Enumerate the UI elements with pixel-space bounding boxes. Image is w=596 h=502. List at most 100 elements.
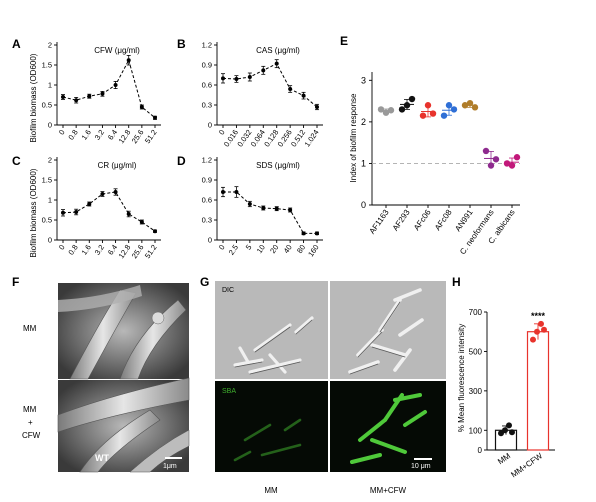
y-tick-label: 100 bbox=[469, 426, 483, 435]
chart-title: CAS (μg/ml) bbox=[256, 46, 300, 55]
x-tick-label: AFc08 bbox=[433, 208, 454, 233]
data-point bbox=[234, 77, 239, 81]
x-tick-label: 0.8 bbox=[66, 128, 79, 142]
chart-cas: 00.30.60.91.200.0160.0320.0640.1280.2560… bbox=[202, 41, 323, 149]
series-line bbox=[62, 58, 156, 119]
x-tick-label: AFc06 bbox=[412, 208, 433, 233]
chart-title: CR (μg/ml) bbox=[98, 161, 137, 170]
data-point bbox=[461, 102, 469, 109]
y-tick-label: 700 bbox=[469, 308, 483, 317]
chart-title: SDS (μg/ml) bbox=[256, 161, 300, 170]
x-tick-label: 80 bbox=[295, 243, 307, 255]
x-tick-label: 0 bbox=[217, 128, 227, 137]
y-tick-label: 500 bbox=[469, 347, 483, 356]
data-point bbox=[482, 147, 490, 155]
data-point bbox=[139, 105, 144, 109]
g-col-label-mm: MM bbox=[264, 486, 278, 495]
x-tick-label: AN991 bbox=[453, 208, 475, 234]
sem-image-mm bbox=[58, 283, 189, 380]
data-point bbox=[534, 328, 540, 335]
ylabel-panel-a: Biofilm biomass (OD600) bbox=[29, 53, 38, 142]
data-point bbox=[100, 91, 105, 96]
data-point bbox=[113, 190, 118, 194]
chart-cr: 00.511.520 0.8 1.6 3.2 6.412.825.651.2CR (μg… bbox=[42, 156, 161, 260]
bar bbox=[526, 331, 550, 451]
y-tick-label: 0.9 bbox=[202, 61, 212, 70]
data-point bbox=[382, 109, 390, 116]
f-row-label-cfw: CFW bbox=[22, 431, 41, 440]
data-point bbox=[100, 192, 105, 196]
chart-title: CFW (μg/ml) bbox=[94, 46, 140, 55]
x-tick-label: 0 bbox=[57, 128, 67, 137]
x-tick-label: 0 bbox=[57, 243, 67, 252]
y-tick-label: 0.5 bbox=[42, 216, 52, 225]
data-point bbox=[506, 422, 512, 429]
data-point bbox=[508, 162, 516, 169]
x-tick-label: 51.2 bbox=[143, 128, 159, 145]
panel-label-e: E bbox=[340, 34, 348, 48]
data-point bbox=[126, 58, 131, 63]
data-point bbox=[153, 229, 157, 234]
data-point bbox=[509, 429, 515, 436]
series-line bbox=[62, 191, 156, 232]
f-row-label-mm-cfw: MM bbox=[23, 405, 37, 414]
x-tick-label: 2.5 bbox=[227, 243, 240, 257]
y-tick-label: 0 bbox=[478, 446, 483, 455]
x-tick-label: 0 bbox=[217, 243, 227, 252]
y-tick-label: 300 bbox=[469, 387, 483, 396]
y-tick-label: 0 bbox=[208, 236, 212, 245]
data-point bbox=[503, 160, 511, 167]
x-tick-label: 1.024 bbox=[302, 128, 320, 149]
y-tick-label: 0.3 bbox=[202, 216, 212, 225]
data-point bbox=[440, 112, 448, 119]
g-scale-label: 10 μm bbox=[411, 463, 431, 470]
x-tick-label: 25.6 bbox=[130, 243, 146, 260]
y-axis-label: % Mean fluorescence intensity bbox=[457, 324, 466, 433]
ylabel-panel-c: Biofilm biomass (OD600) bbox=[29, 168, 38, 257]
y-tick-label: 0 bbox=[208, 121, 212, 130]
f-row-label-plus: + bbox=[28, 418, 33, 427]
panel-label-a: A bbox=[12, 37, 21, 51]
y-tick-label: 1.2 bbox=[202, 156, 212, 165]
g-col-label-mm-cfw: MM+CFW bbox=[370, 486, 407, 495]
y-tick-label: 1 bbox=[48, 196, 52, 205]
x-tick-label: 0.8 bbox=[66, 243, 79, 257]
g-row-label-sba: SBA bbox=[222, 388, 236, 395]
x-tick-label: 3.2 bbox=[93, 128, 106, 142]
x-tick-label: 51.2 bbox=[143, 243, 159, 260]
g-row-label-dic: DIC bbox=[222, 287, 234, 294]
chart-fluorescence-intensity: 0 100 300 500 700% Mean fluorescence intensi… bbox=[457, 308, 555, 479]
data-point bbox=[419, 112, 427, 119]
sem-image-mm-cfw: WT 1μm bbox=[57, 377, 190, 473]
data-point bbox=[288, 87, 293, 91]
data-point bbox=[403, 102, 411, 109]
x-tick-label: 1.6 bbox=[80, 128, 93, 142]
data-point bbox=[234, 190, 239, 194]
y-tick-label: 0.6 bbox=[202, 196, 212, 205]
x-tick-label: 40 bbox=[282, 243, 294, 255]
series-line bbox=[223, 191, 317, 234]
panel-label-c: C bbox=[12, 154, 21, 168]
y-tick-label: 0.5 bbox=[42, 101, 52, 110]
data-point bbox=[315, 231, 319, 236]
data-point bbox=[261, 68, 266, 73]
data-point bbox=[153, 115, 157, 120]
data-point bbox=[377, 106, 385, 113]
data-point bbox=[221, 190, 225, 194]
x-tick-label: AF293 bbox=[391, 208, 412, 233]
series-line bbox=[222, 63, 318, 108]
data-point bbox=[139, 220, 144, 224]
x-tick-label: 12.8 bbox=[117, 243, 133, 260]
data-point bbox=[538, 320, 544, 327]
sba-image-mm: SBA bbox=[215, 381, 328, 472]
data-point bbox=[387, 107, 395, 114]
y-tick-label: 0 bbox=[361, 200, 366, 210]
data-point bbox=[87, 202, 92, 206]
x-tick-label: 1.6 bbox=[80, 243, 93, 257]
data-point bbox=[398, 106, 406, 113]
data-point bbox=[424, 102, 432, 109]
y-tick-label: 0.6 bbox=[202, 81, 212, 90]
data-point bbox=[466, 99, 474, 107]
